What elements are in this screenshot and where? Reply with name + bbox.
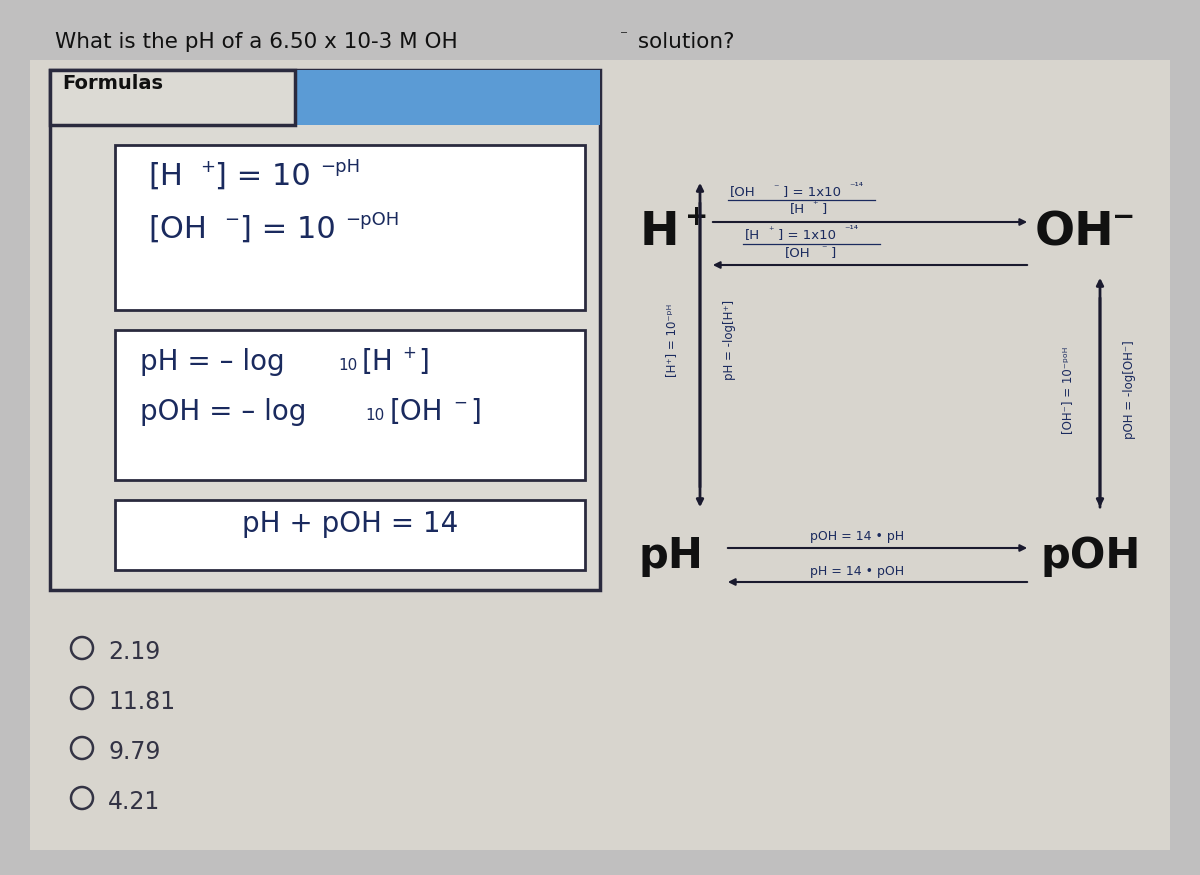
Text: +: + xyxy=(685,203,708,231)
Text: H: H xyxy=(640,210,679,255)
Text: OH: OH xyxy=(1034,210,1115,255)
Text: ⁺: ⁺ xyxy=(812,200,817,210)
Text: +: + xyxy=(402,344,416,362)
Text: solution?: solution? xyxy=(631,32,734,52)
Text: 4.21: 4.21 xyxy=(108,790,161,814)
Text: [H: [H xyxy=(790,202,805,215)
Text: ]: ] xyxy=(830,246,836,259)
FancyBboxPatch shape xyxy=(30,60,1170,850)
Text: 11.81: 11.81 xyxy=(108,690,175,714)
Text: −pH: −pH xyxy=(320,158,360,176)
Text: +: + xyxy=(200,158,215,176)
Text: [OH⁻] = 10⁻ᵖᵒᴴ: [OH⁻] = 10⁻ᵖᵒᴴ xyxy=(1062,346,1074,434)
Text: ] = 1x10: ] = 1x10 xyxy=(778,228,836,241)
Text: pOH: pOH xyxy=(1040,535,1140,577)
FancyBboxPatch shape xyxy=(50,70,600,590)
Text: pOH = 14 • pH: pOH = 14 • pH xyxy=(810,530,904,543)
FancyBboxPatch shape xyxy=(115,330,586,480)
Text: [H: [H xyxy=(362,348,394,376)
Text: Formulas: Formulas xyxy=(62,74,163,93)
Text: ⁻: ⁻ xyxy=(773,183,779,193)
Text: −pOH: −pOH xyxy=(346,211,400,229)
Text: [OH: [OH xyxy=(730,185,756,198)
Text: ] = 10: ] = 10 xyxy=(240,215,336,244)
Text: ⁺: ⁺ xyxy=(768,226,774,236)
Text: ] = 1x10: ] = 1x10 xyxy=(784,185,841,198)
Text: ]: ] xyxy=(418,348,428,376)
Text: ⁻¹⁴: ⁻¹⁴ xyxy=(850,182,863,192)
Text: What is the pH of a 6.50 x 10-3 M OH: What is the pH of a 6.50 x 10-3 M OH xyxy=(55,32,457,52)
Text: 10: 10 xyxy=(365,408,384,423)
Text: pH = – log: pH = – log xyxy=(140,348,284,376)
Text: −: − xyxy=(454,394,467,412)
Text: 2.19: 2.19 xyxy=(108,640,161,664)
FancyBboxPatch shape xyxy=(50,70,295,125)
Text: pH = -log[H⁺]: pH = -log[H⁺] xyxy=(724,300,737,380)
Text: −: − xyxy=(224,211,239,229)
Text: 10: 10 xyxy=(338,358,358,373)
Text: 9.79: 9.79 xyxy=(108,740,161,764)
Text: [OH: [OH xyxy=(390,398,444,426)
Text: [OH: [OH xyxy=(785,246,811,259)
Text: [H⁺] = 10⁻ᵖᴴ: [H⁺] = 10⁻ᵖᴴ xyxy=(666,304,678,376)
Text: pOH = – log: pOH = – log xyxy=(140,398,306,426)
FancyBboxPatch shape xyxy=(115,500,586,570)
Text: pH + pOH = 14: pH + pOH = 14 xyxy=(242,510,458,538)
Text: ] = 10: ] = 10 xyxy=(215,162,311,191)
Text: [H: [H xyxy=(148,162,182,191)
Text: pOH = -log[OH⁻]: pOH = -log[OH⁻] xyxy=(1123,340,1136,439)
FancyBboxPatch shape xyxy=(290,70,600,125)
Text: [H: [H xyxy=(745,228,760,241)
Text: ]: ] xyxy=(822,202,827,215)
Text: ⁻¹⁴: ⁻¹⁴ xyxy=(844,225,858,235)
Text: pH: pH xyxy=(638,535,703,577)
Text: ]: ] xyxy=(470,398,481,426)
Text: ⁻: ⁻ xyxy=(620,28,628,43)
Text: −: − xyxy=(1112,203,1135,231)
Text: ⁻: ⁻ xyxy=(821,244,827,254)
Text: [OH: [OH xyxy=(148,215,206,244)
Text: pH = 14 • pOH: pH = 14 • pOH xyxy=(810,565,904,578)
FancyBboxPatch shape xyxy=(115,145,586,310)
